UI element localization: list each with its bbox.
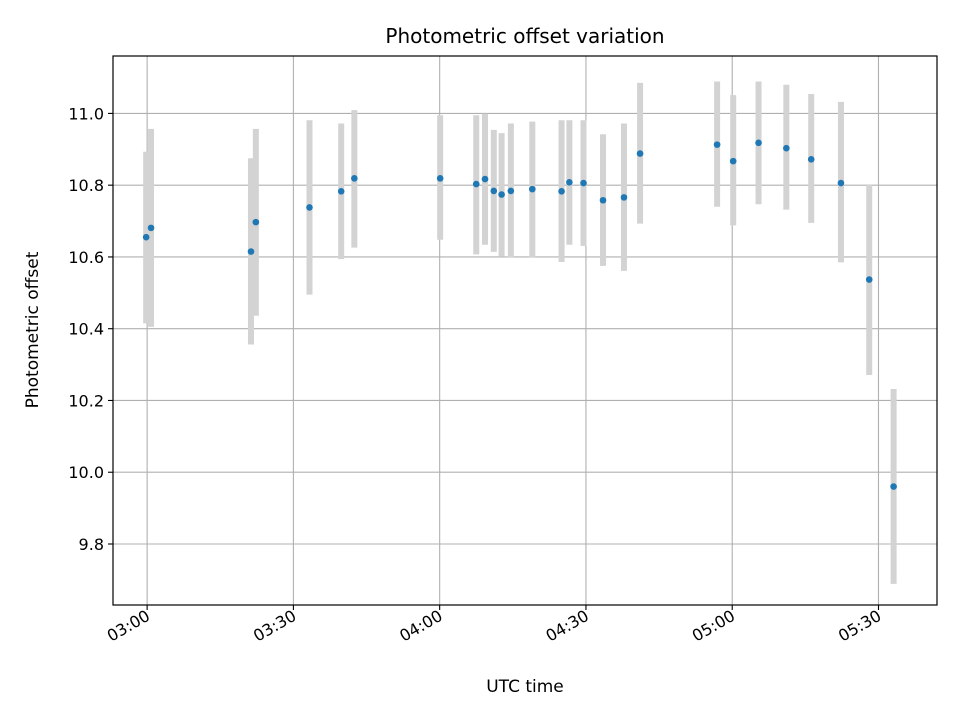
data-point [599,196,607,204]
data-point [620,194,628,201]
data-points [142,139,897,490]
data-point [566,179,573,186]
y-tick-label: 9.8 [79,535,104,554]
data-point [306,204,313,211]
data-point [252,218,260,226]
y-tick-label: 10.0 [68,463,104,482]
y-axis: 9.8 10.0 10.2 10.4 10.6 10.8 11.0 [68,104,113,554]
data-point [490,187,498,195]
data-point [636,150,644,157]
y-tick-label: 10.2 [68,391,104,410]
data-point [807,156,815,163]
y-tick-label: 10.4 [68,320,104,339]
data-point [481,175,489,183]
y-tick-label: 10.6 [68,248,104,267]
data-point [337,187,345,195]
data-point [247,248,255,255]
data-point [351,175,358,182]
data-point [837,179,845,187]
y-tick-label: 10.8 [68,176,104,195]
data-point [529,185,536,193]
plot-frame [112,55,938,606]
data-point [507,187,515,195]
data-point [890,483,897,490]
data-point [865,276,873,283]
x-axis-title: UTC time [486,677,564,697]
data-point [436,175,444,182]
data-point [783,144,790,152]
data-point [498,191,505,198]
data-point [755,139,762,147]
data-point [713,141,721,148]
y-axis-title: Photometric offset [23,251,43,408]
grid [113,56,937,605]
data-point [147,224,155,232]
data-point [580,179,587,187]
data-point [729,157,737,165]
data-point [142,233,150,241]
y-tick-label: 11.0 [68,104,104,123]
chart-title: Photometric offset variation [385,24,664,48]
data-point [472,180,480,188]
data-point [558,187,565,195]
